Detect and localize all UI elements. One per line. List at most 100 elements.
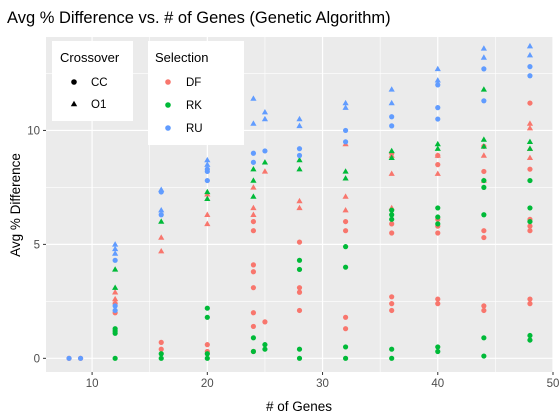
point-df-o1 (158, 248, 165, 254)
point-df-cc (435, 301, 441, 307)
point-rk-cc (527, 337, 533, 343)
point-rk-cc (250, 335, 257, 341)
point-df-o1 (526, 154, 534, 160)
point-rk-cc (158, 351, 164, 357)
point-rk-cc (435, 214, 441, 220)
x-tick-label: 20 (201, 378, 214, 390)
point-df-cc (250, 218, 257, 225)
point-rk-cc (389, 207, 395, 213)
point-ru-cc (158, 212, 164, 218)
point-rk-cc (481, 353, 487, 359)
point-rk-o1 (250, 177, 257, 183)
point-rk-cc (527, 177, 533, 184)
point-df-cc (481, 228, 487, 234)
point-df-o1 (526, 124, 534, 131)
point-rk-cc (296, 257, 303, 263)
point-df-cc (342, 326, 349, 332)
legend-crossover-title: Crossover (60, 50, 120, 65)
point-ru-o1 (250, 95, 257, 101)
point-ru-cc (250, 150, 257, 156)
legend-triangle-key (70, 100, 78, 107)
point-rk-o1 (261, 159, 269, 165)
point-df-cc (389, 221, 395, 227)
point-ru-o1 (296, 115, 303, 122)
x-tick-label: 30 (316, 378, 329, 390)
point-rk-o1 (250, 165, 257, 172)
point-df-cc (389, 307, 395, 314)
point-df-o1 (434, 152, 441, 158)
point-df-o1 (261, 168, 269, 174)
point-rk-cc (342, 355, 349, 361)
point-df-cc (389, 301, 395, 307)
point-rk-cc (296, 266, 303, 273)
point-rk-o1 (204, 195, 211, 202)
point-df-cc (296, 285, 303, 291)
point-rk-cc (262, 342, 268, 348)
point-rk-cc (527, 332, 533, 339)
point-rk-cc (342, 344, 349, 350)
point-rk-o1 (112, 284, 119, 290)
point-rk-cc (527, 218, 533, 225)
point-df-cc (481, 234, 487, 241)
y-tick-label: 5 (34, 239, 40, 251)
point-df-cc (296, 289, 303, 295)
point-df-o1 (296, 204, 303, 211)
point-df-cc (342, 218, 349, 225)
point-rk-o1 (342, 168, 349, 174)
point-rk-o1 (388, 147, 395, 154)
point-rk-cc (389, 216, 395, 222)
point-rk-cc (481, 177, 487, 184)
point-rk-o1 (158, 218, 165, 224)
point-df-cc (250, 269, 257, 275)
point-df-cc (342, 314, 349, 320)
point-ru-cc (435, 116, 441, 122)
point-ru-o1 (480, 45, 487, 51)
point-ru-cc (389, 123, 395, 129)
point-rk-cc (342, 264, 349, 270)
point-rk-o1 (434, 140, 441, 147)
point-ru-o1 (480, 54, 487, 60)
point-df-o1 (158, 234, 165, 240)
point-df-o1 (388, 170, 395, 176)
point-ru-o1 (261, 109, 269, 115)
point-df-cc (158, 339, 164, 345)
point-df-cc (250, 323, 257, 330)
point-ru-o1 (112, 250, 119, 256)
axis-ticks: 10 20 30 40 50 0 5 10 (27, 125, 559, 390)
point-rk-cc (112, 326, 118, 332)
point-ru-o1 (112, 245, 119, 252)
point-df-cc (527, 223, 533, 229)
point-ru-cc (112, 257, 118, 263)
point-df-cc (435, 230, 441, 236)
point-rk-cc (389, 355, 395, 361)
point-df-cc (527, 228, 533, 234)
point-rk-o1 (526, 145, 534, 151)
point-ru-cc (435, 82, 441, 88)
x-tick-label: 50 (547, 378, 560, 390)
point-ru-o1 (296, 122, 303, 129)
point-df-cc (435, 162, 441, 168)
point-rk-cc (435, 348, 441, 355)
y-tick-label: 0 (34, 353, 40, 365)
legend-selection: Selection DF RK RU (148, 41, 244, 145)
point-df-cc (296, 239, 303, 245)
point-df-o1 (112, 295, 119, 302)
point-ru-cc (435, 105, 441, 111)
point-rk-cc (435, 205, 441, 211)
point-ru-o1 (388, 86, 395, 92)
point-ru-cc (481, 98, 487, 104)
point-ru-o1 (388, 99, 395, 106)
point-ru-cc (204, 166, 210, 172)
point-ru-o1 (526, 52, 534, 58)
point-rk-cc (204, 355, 210, 361)
point-rk-cc (435, 221, 441, 227)
point-rk-o1 (434, 145, 441, 151)
point-rk-cc (435, 344, 441, 350)
point-rk-cc (527, 205, 533, 211)
x-axis-label: # of Genes (266, 399, 332, 414)
point-df-cc (296, 307, 303, 314)
point-rk-cc (342, 244, 349, 250)
point-ru-cc (481, 66, 487, 72)
point-df-o1 (204, 211, 211, 217)
point-df-o1 (112, 289, 119, 295)
